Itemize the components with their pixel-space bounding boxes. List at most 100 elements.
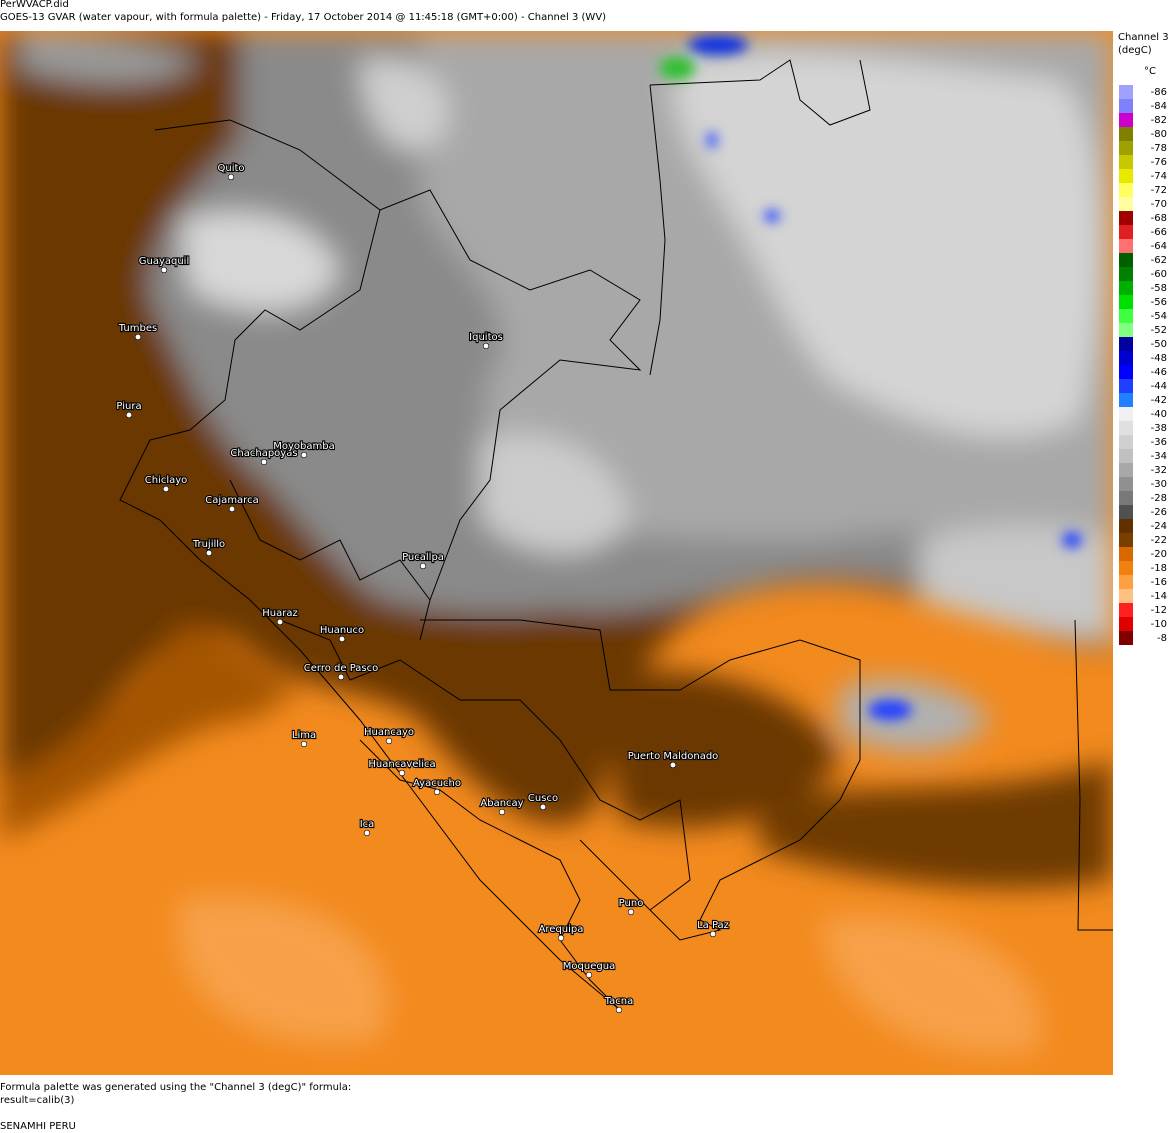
city-dot: [669, 761, 677, 769]
city-label: Pucallpa: [402, 552, 444, 563]
city-dot: [557, 934, 565, 942]
city-label: Piura: [116, 401, 141, 412]
city-dot: [260, 458, 268, 466]
legend-swatch: [1119, 309, 1133, 323]
legend-label: -40: [1151, 409, 1167, 420]
legend-label: -44: [1151, 381, 1167, 392]
city-label: Cajamarca: [205, 495, 258, 506]
legend-swatch: [1119, 491, 1133, 505]
legend-label: -48: [1151, 353, 1167, 364]
city-label: Lima: [292, 730, 316, 741]
file-name: PerWVACP.did: [0, 0, 69, 10]
legend-swatch: [1119, 631, 1133, 645]
city-dot: [615, 1006, 623, 1014]
legend-label: -16: [1151, 577, 1167, 588]
image-title: GOES-13 GVAR (water vapour, with formula…: [0, 12, 606, 23]
legend-label: -22: [1151, 535, 1167, 546]
city-label: Abancay: [480, 798, 523, 809]
legend-label: -72: [1151, 185, 1167, 196]
legend-label: -12: [1151, 605, 1167, 616]
legend-label: -56: [1151, 297, 1167, 308]
legend-swatch: [1119, 239, 1133, 253]
footer-line: result=calib(3): [0, 1095, 74, 1106]
legend-swatch: [1119, 617, 1133, 631]
city-label: Chiclayo: [145, 475, 188, 486]
legend-swatch: [1119, 463, 1133, 477]
legend-swatch: [1119, 99, 1133, 113]
legend-label: -50: [1151, 339, 1167, 350]
legend-swatch: [1119, 603, 1133, 617]
city-label: Iquitos: [469, 332, 503, 343]
city-label: Moyobamba: [273, 441, 334, 452]
city-dot: [539, 803, 547, 811]
city-dot: [433, 788, 441, 796]
legend-label: -42: [1151, 395, 1167, 406]
legend-label: -38: [1151, 423, 1167, 434]
legend-swatch: [1119, 477, 1133, 491]
legend-swatch: [1119, 211, 1133, 225]
city-label: Huancayo: [364, 727, 414, 738]
city-dot: [300, 451, 308, 459]
city-label: Puerto Maldonado: [628, 751, 719, 762]
legend-swatch: [1119, 197, 1133, 211]
legend-swatch: [1119, 407, 1133, 421]
cities: Quito Guayaquil Tumbes Piura Chiclayo Chachap…: [115, 162, 730, 1014]
legend-swatch: [1119, 113, 1133, 127]
legend-label: -70: [1151, 199, 1167, 210]
city-dot: [125, 411, 133, 419]
city-dot: [385, 737, 393, 745]
city-label: Guayaquil: [139, 256, 190, 267]
legend-swatch: [1119, 141, 1133, 155]
legend-swatch: [1119, 547, 1133, 561]
legend-unit-line: (degC): [1118, 45, 1152, 56]
legend-label: -64: [1151, 241, 1167, 252]
legend-swatch: [1119, 379, 1133, 393]
legend-label: -78: [1151, 143, 1167, 154]
city-label: Moquegua: [563, 961, 615, 972]
legend-swatch: [1119, 561, 1133, 575]
city-label: Trujillo: [192, 539, 225, 550]
legend-label: -30: [1151, 479, 1167, 490]
legend-swatch: [1119, 267, 1133, 281]
footer-line: Formula palette was generated using the …: [0, 1082, 351, 1093]
legend-label: -8: [1157, 633, 1167, 644]
city-label: Ica: [360, 819, 375, 830]
city-dot: [228, 505, 236, 513]
legend-swatch: [1119, 155, 1133, 169]
city-dot: [709, 930, 717, 938]
legend-label: -14: [1151, 591, 1167, 602]
legend-swatch: [1119, 85, 1133, 99]
legend-swatch: [1119, 589, 1133, 603]
legend-label: -34: [1151, 451, 1167, 462]
city-label: Arequipa: [539, 924, 584, 935]
legend-label: -82: [1151, 115, 1167, 126]
footer-line: SENAMHI PERU: [0, 1121, 76, 1132]
legend-label: -84: [1151, 101, 1167, 112]
legend-swatch: [1119, 323, 1133, 337]
city-label: Huancavelica: [368, 759, 435, 770]
city-dot: [276, 618, 284, 626]
city-label: Tumbes: [118, 323, 157, 334]
legend-label: -62: [1151, 255, 1167, 266]
legend-swatch: [1119, 337, 1133, 351]
city-label: Cerro de Pasco: [304, 663, 378, 674]
legend-label: -68: [1151, 213, 1167, 224]
city-dot: [162, 485, 170, 493]
legend-label: -80: [1151, 129, 1167, 140]
legend-label: -36: [1151, 437, 1167, 448]
city-label: Cusco: [528, 793, 558, 804]
legend: -86 -84 -82 -80 -78 -76 -74 -72 -70 -68 -66 -64 -62 -…: [1119, 85, 1167, 645]
legend-title: Channel 3: [1118, 32, 1169, 43]
city-dot: [205, 549, 213, 557]
legend-swatch: [1119, 225, 1133, 239]
legend-swatch: [1119, 281, 1133, 295]
city-label: Quito: [217, 163, 244, 174]
city-dot: [337, 673, 345, 681]
city-dot: [300, 740, 308, 748]
legend-label: -20: [1151, 549, 1167, 560]
city-dot: [227, 173, 235, 181]
legend-label: -26: [1151, 507, 1167, 518]
legend-swatch: [1119, 169, 1133, 183]
legend-swatch: [1119, 365, 1133, 379]
legend-label: -24: [1151, 521, 1167, 532]
